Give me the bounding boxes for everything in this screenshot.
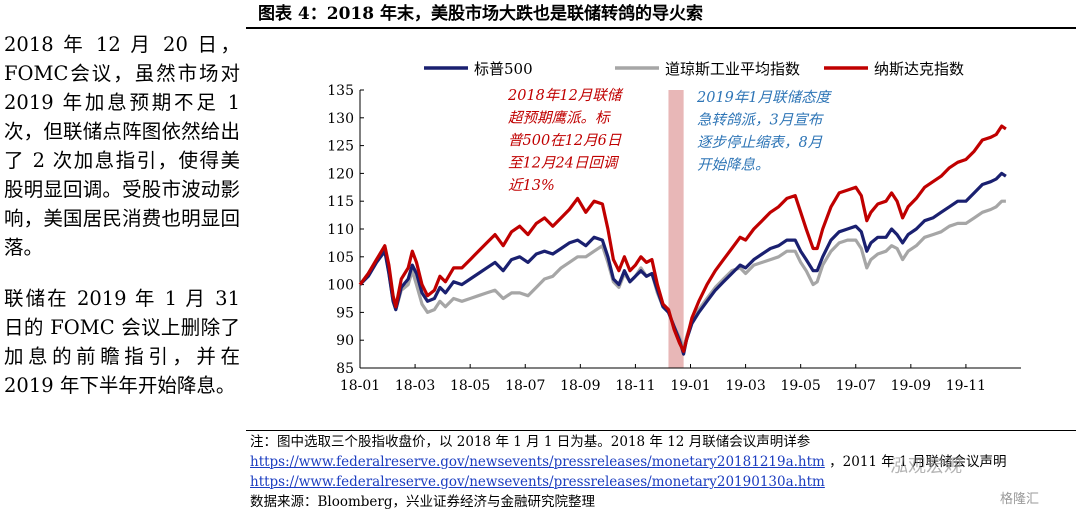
annotation-dovish-line: 逐步停止缩表，8月 [697,134,823,151]
title-rule [246,27,1076,29]
x-tick-label: 18-05 [450,378,490,394]
y-tick-label: 135 [327,83,354,99]
shaded-region [668,90,684,368]
figure-title: 图表 4：2018 年末，美股市场大跌也是联储转鸽的导火索 [258,4,703,24]
y-tick-label: 130 [327,111,354,127]
figure-notes: 注：图中选取三个股指收盘价，以 2018 年 1 月 1 日为基。2018 年 … [250,432,1076,512]
x-tick-label: 18-01 [340,378,380,394]
legend-label-2: 纳斯达克指数 [874,60,964,78]
x-tick-label: 19-07 [836,378,876,394]
watermark-text: 泓观宏观 [890,456,962,477]
note-line-1: 注：图中选取三个股指收盘价，以 2018 年 1 月 1 日为基。2018 年 … [250,434,811,450]
x-tick-label: 19-11 [946,378,986,394]
line-chart: 标普500 道琼斯工业平均指数 纳斯达克指数 85 90 95 100 105 110 115 1… [327,60,1021,394]
annotation-dovish-line: 急转鸽派，3月宣布 [697,112,825,129]
chart-legend: 标普500 道琼斯工业平均指数 纳斯达克指数 [424,60,964,78]
y-tick-label: 120 [327,166,354,182]
x-tick-label: 19-09 [891,378,931,394]
body-text: 2018 年 12 月 20 日，FOMC会议，虽然市场对 2019 年加息预期… [4,30,240,422]
y-tick-label: 115 [327,194,354,210]
chart-series-layer [358,124,1007,356]
chart-annotations: 2018年12月联储超预期鹰派。标普500在12月6日至12月24日回调近13%… [507,87,833,194]
chart-axes: 85 90 95 100 105 110 115 120 125 130 135 18-01 18-03… [327,83,1021,394]
annotation-hawkish-line: 至12月24日回调 [508,156,620,172]
annotation-dovish-line: 2019年1月联储态度 [696,89,833,106]
legend-label-1: 道琼斯工业平均指数 [665,60,800,78]
annotation-hawkish-line: 近13% [508,177,555,194]
x-tick-label: 18-11 [615,378,655,394]
y-tick-label: 125 [327,139,354,155]
y-tick-label: 85 [336,361,354,377]
note-line-2-tail: ，2011 年 1 月联储会议声明 [829,454,1007,470]
note-line-2: https://www.federalreserve.gov/newsevent… [250,452,1076,472]
link-fomc-2018-12[interactable]: https://www.federalreserve.gov/newsevent… [250,454,825,470]
y-tick-label: 105 [327,250,354,266]
body-paragraph-1: 2018 年 12 月 20 日，FOMC会议，虽然市场对 2019 年加息预期… [4,33,240,259]
notes-rule [246,430,1076,431]
series-line-2 [358,124,1007,353]
x-tick-label: 18-09 [560,378,600,394]
x-tick-label: 18-03 [395,378,435,394]
link-fomc-2019-01[interactable]: https://www.federalreserve.gov/newsevent… [250,474,825,490]
shaded-region-layer [668,90,684,368]
legend-label-0: 标普500 [474,60,533,78]
source-line: 数据来源：Bloomberg，兴业证券经济与金融研究院整理 [250,494,596,510]
y-tick-label: 100 [327,278,354,294]
x-tick-label: 19-05 [780,378,820,394]
annotation-hawkish-line: 2018年12月联储 [507,87,624,104]
body-paragraph-2: 联储在 2019 年 1 月 31 日的 FOMC 会议上删除了加息的前瞻指引，… [4,287,240,397]
watermark-logo: 格隆汇 [1000,492,1040,507]
annotation-dovish-line: 开始降息。 [697,157,770,174]
y-tick-label: 95 [336,305,354,321]
x-tick-label: 18-07 [505,378,545,394]
note-line-3: https://www.federalreserve.gov/newsevent… [250,472,1076,492]
y-tick-label: 90 [336,333,354,349]
annotation-hawkish-line: 普500在12月6日 [508,132,622,149]
y-tick-label: 110 [327,222,354,238]
x-tick-label: 19-01 [670,378,710,394]
annotation-hawkish-line: 超预期鹰派。标 [508,110,611,127]
x-tick-label: 19-03 [725,378,765,394]
